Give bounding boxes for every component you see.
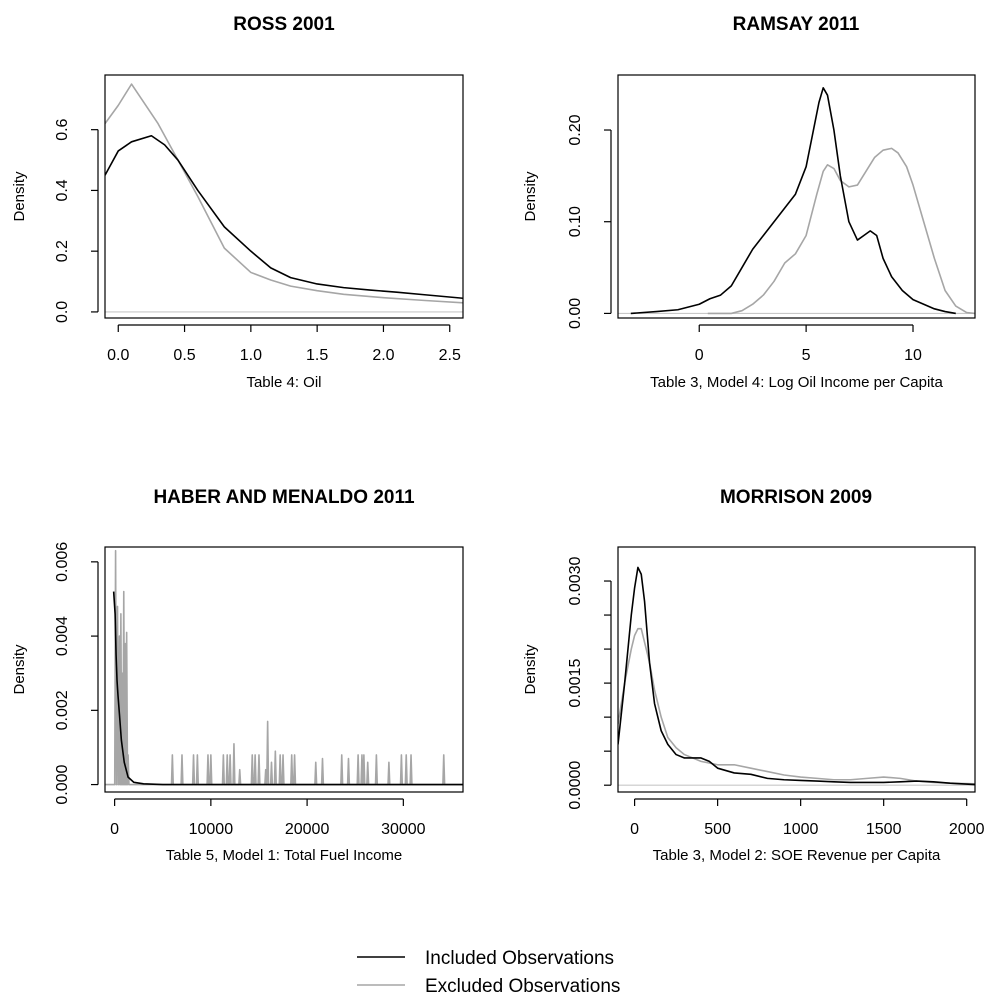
y-tick-label: 0.20	[567, 114, 584, 145]
plot-frame	[104, 546, 464, 793]
x-tick-label: 0	[110, 821, 119, 838]
x-tick-label: 1000	[783, 821, 819, 838]
x-tick-label: 2.5	[439, 347, 461, 364]
plot-frame	[617, 74, 976, 319]
x-tick-label: 1.5	[306, 347, 328, 364]
chart-title: RAMSAY 2011	[733, 14, 860, 35]
y-tick-label: 0.00	[567, 298, 584, 329]
x-tick-label: 0	[695, 347, 704, 364]
y-tick-label: 0.002	[54, 690, 71, 730]
chart-title: MORRISON 2009	[720, 487, 872, 508]
series-line-included	[618, 566, 975, 786]
x-tick-label: 1500	[866, 821, 902, 838]
x-tick-label: 2000	[949, 821, 985, 838]
x-tick-label: 20000	[285, 821, 330, 838]
series-line-included	[630, 87, 956, 315]
y-axis-label: Density	[11, 171, 28, 222]
x-tick-label: 0	[630, 821, 639, 838]
x-tick-label: 0.5	[173, 347, 195, 364]
y-tick-label: 0.0015	[567, 659, 584, 708]
y-tick-label: 0.2	[54, 240, 71, 262]
series-line-included	[112, 591, 463, 786]
panel-ramsay-2011: RAMSAY 2011 0 5 10 0.00 0.10 0.20 Density Table …	[522, 14, 976, 391]
legend-label-included: Included Observations	[425, 948, 614, 969]
x-tick-label: 10	[904, 347, 922, 364]
x-tick-label: 5	[802, 347, 811, 364]
y-tick-label: 0.0030	[567, 556, 584, 605]
y-tick-label: 0.6	[54, 118, 71, 140]
x-tick-label: 0.0	[107, 347, 129, 364]
x-tick-label: 1.0	[240, 347, 262, 364]
x-axis-label: Table 3, Model 4: Log Oil Income per Cap…	[650, 374, 943, 391]
y-tick-label: 0.4	[54, 179, 71, 201]
x-tick-label: 500	[704, 821, 731, 838]
plot-frame	[104, 74, 464, 319]
series-line-excluded	[105, 83, 463, 304]
y-tick-label: 0.0	[54, 301, 71, 323]
plot-frame	[617, 546, 976, 793]
y-axis-label: Density	[522, 644, 539, 695]
legend: Included Observations Excluded Observati…	[357, 948, 620, 997]
panel-ross-2001: ROSS 2001 0.0 0.5 1.0 1.5 2.0 2.5 0.0 0.2 0.4 0.6 D…	[11, 14, 464, 391]
y-tick-label: 0.004	[54, 616, 71, 656]
y-tick-label: 0.10	[567, 206, 584, 237]
x-axis-label: Table 5, Model 1: Total Fuel Income	[166, 847, 403, 864]
chart-title: HABER AND MENALDO 2011	[153, 487, 415, 508]
panel-morrison-2009: MORRISON 2009 0 500 1000 1500 2000 0.0000 0.001…	[522, 487, 985, 864]
x-axis-label: Table 3, Model 2: SOE Revenue per Capita	[653, 847, 941, 864]
y-tick-label: 0.0000	[567, 761, 584, 810]
y-tick-label: 0.006	[54, 542, 71, 582]
x-axis-label: Table 4: Oil	[246, 374, 321, 391]
series-line-excluded	[105, 549, 463, 786]
series-line-excluded	[618, 627, 975, 785]
panel-haber-menaldo-2011: HABER AND MENALDO 2011 0 10000 20000 30000 0.…	[11, 487, 464, 864]
y-axis-label: Density	[11, 644, 28, 695]
series-line-excluded	[707, 147, 975, 315]
x-tick-label: 30000	[381, 821, 426, 838]
chart-title: ROSS 2001	[233, 14, 335, 35]
x-tick-label: 2.0	[372, 347, 394, 364]
legend-label-excluded: Excluded Observations	[425, 976, 620, 997]
x-tick-label: 10000	[189, 821, 234, 838]
series-line-included	[105, 134, 463, 300]
y-tick-label: 0.000	[54, 764, 71, 804]
y-axis-label: Density	[522, 171, 539, 222]
